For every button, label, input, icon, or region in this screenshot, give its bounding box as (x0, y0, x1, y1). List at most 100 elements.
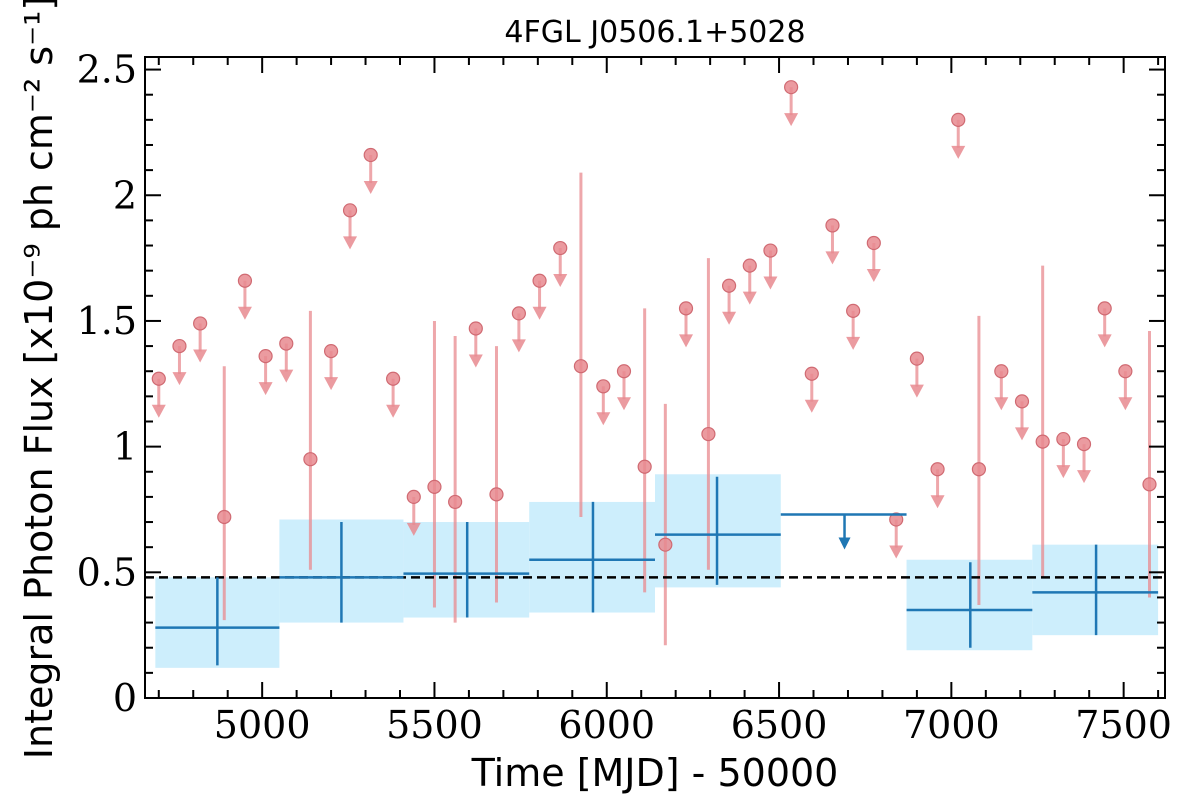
y-tick-label: 1 (113, 425, 137, 469)
x-axis-label: Time [MJD] - 50000 (471, 751, 839, 795)
short-bin-upper-limit-arrow (951, 145, 966, 159)
y-tick-label: 2 (113, 173, 137, 217)
short-bin-upper-limit-point (1076, 437, 1092, 452)
short-bin-upper-limit-arrow (553, 274, 568, 288)
short-bin-upper-limit-point (994, 364, 1009, 379)
y-tick-label: 0 (113, 676, 137, 720)
chart-title: 4FGL J0506.1+5028 (504, 15, 805, 50)
short-bin-point (658, 537, 673, 552)
short-bin-upper-limit-point (678, 301, 694, 316)
short-bin-upper-limit-point (909, 351, 924, 366)
short-bin-upper-limit-arrow (343, 236, 358, 250)
short-bin-upper-limit-point (342, 203, 358, 218)
short-bin-upper-limit-arrow (1097, 334, 1112, 348)
x-tick-label: 5500 (386, 703, 483, 747)
short-bin-upper-limit-point (193, 316, 208, 331)
short-bin-upper-limit-point (721, 278, 737, 293)
short-bin-point (448, 494, 463, 510)
short-bin-upper-limit-point (742, 258, 757, 273)
short-bin-upper-limit-arrow (679, 334, 694, 348)
short-bin-upper-limit-arrow (172, 372, 187, 386)
short-bin-upper-limit-arrow (846, 336, 861, 350)
short-bin-upper-limit-point (1056, 431, 1071, 447)
short-bin-point (573, 359, 589, 374)
short-bin-upper-limit-point (825, 218, 840, 233)
short-bin-upper-limit-arrow (616, 397, 631, 411)
x-tick-label: 6000 (558, 703, 655, 747)
short-bin-upper-limit-arrow (825, 251, 840, 265)
short-bin-upper-limit-arrow (1014, 427, 1029, 441)
short-bin-upper-limit-point (951, 112, 966, 127)
short-bin-upper-limit-arrow (1056, 465, 1071, 479)
short-bin-upper-limit-arrow (909, 384, 924, 398)
short-bin-upper-limit-arrow (1077, 470, 1092, 484)
short-bin-upper-limit-arrow (193, 349, 208, 363)
short-bin-upper-limit-point (846, 303, 861, 318)
short-bin-upper-limit-arrow (324, 377, 339, 391)
short-bin-upper-limit-arrow (596, 412, 611, 426)
short-bin-upper-limit-arrow (930, 495, 945, 509)
short-bin-upper-limit-point (553, 240, 568, 256)
short-bin-upper-limit-point (763, 243, 778, 258)
short-bin-point (971, 462, 987, 477)
short-bin-upper-limit-arrow (722, 311, 737, 325)
short-bin-upper-limit-arrow (258, 382, 273, 396)
short-bin-point (217, 509, 232, 525)
long-bin-upper-limit-arrow (838, 537, 851, 550)
short-bin-upper-limit-arrow (532, 306, 547, 320)
short-bin-upper-limit-arrow (889, 545, 904, 559)
short-bin-upper-limit-point (532, 273, 547, 288)
short-bin-upper-limit-point (279, 336, 294, 351)
short-bin-upper-limit-arrow (994, 397, 1009, 411)
short-bin-upper-limit-point (363, 147, 378, 163)
short-bin-upper-limit-point (784, 80, 799, 95)
x-tick-label: 7000 (903, 703, 1000, 747)
short-bin-point (701, 426, 716, 442)
short-bin-point (1035, 434, 1050, 449)
short-bin-upper-limit-point (151, 371, 166, 386)
y-tick-label: 2.5 (77, 48, 137, 92)
short-bin-upper-limit-arrow (386, 404, 401, 418)
short-bin-upper-limit-point (889, 512, 904, 527)
short-bin-upper-limit-point (866, 235, 881, 251)
short-bin-point (427, 479, 442, 494)
x-tick-label: 5000 (214, 703, 311, 747)
y-axis-label: Integral Photon Flux [x10⁻⁹ ph cm⁻² s⁻¹] (17, 0, 61, 759)
short-bin-upper-limit-point (1097, 301, 1112, 316)
short-bin-upper-limit-point (1118, 364, 1133, 379)
y-tick-label: 1.5 (77, 299, 137, 343)
x-tick-label: 6500 (731, 703, 828, 747)
short-bin-upper-limit-arrow (1118, 397, 1133, 411)
short-bin-upper-limit-point (386, 371, 401, 386)
y-tick-label: 0.5 (77, 550, 137, 594)
short-bin-upper-limit-point (323, 344, 339, 359)
short-bin-upper-limit-arrow (763, 276, 778, 290)
x-tick-label: 7500 (1075, 703, 1172, 747)
short-bin-point (1142, 477, 1157, 492)
short-bin-upper-limit-point (616, 364, 632, 379)
short-bin-upper-limit-point (406, 489, 421, 505)
short-bin-upper-limit-arrow (804, 399, 819, 413)
short-bin-upper-limit-arrow (279, 369, 294, 383)
short-bin-upper-limit-arrow (237, 306, 252, 320)
short-bin-upper-limit-arrow (511, 339, 526, 353)
short-bin-upper-limit-point (804, 366, 819, 381)
axis-ticks: 5000 5500 6000 6500 7000 7500 0 0.5 1 1.5 2 2.5 (77, 48, 1172, 747)
short-bin-upper-limit-arrow (151, 404, 166, 418)
short-bin-upper-limit-arrow (363, 181, 378, 195)
short-bin-upper-limit-arrow (468, 354, 483, 368)
short-bin-upper-limit-arrow (742, 291, 757, 305)
short-bin-upper-limit-point (596, 379, 611, 394)
short-bin-upper-limit-point (930, 462, 945, 477)
short-bin-upper-limit-point (237, 273, 253, 288)
short-bin-point (489, 487, 504, 502)
short-bin-upper-limit-point (1014, 394, 1030, 409)
short-bin-upper-limit-point (468, 321, 483, 336)
short-bin-upper-limit-point (172, 338, 187, 354)
short-bin-upper-limit-arrow (866, 269, 881, 283)
short-bin-upper-limit-arrow (784, 113, 799, 127)
short-bin-upper-limit-point (258, 349, 273, 364)
plot-frame (144, 56, 1166, 699)
short-bin-upper-limit-point (511, 306, 526, 321)
